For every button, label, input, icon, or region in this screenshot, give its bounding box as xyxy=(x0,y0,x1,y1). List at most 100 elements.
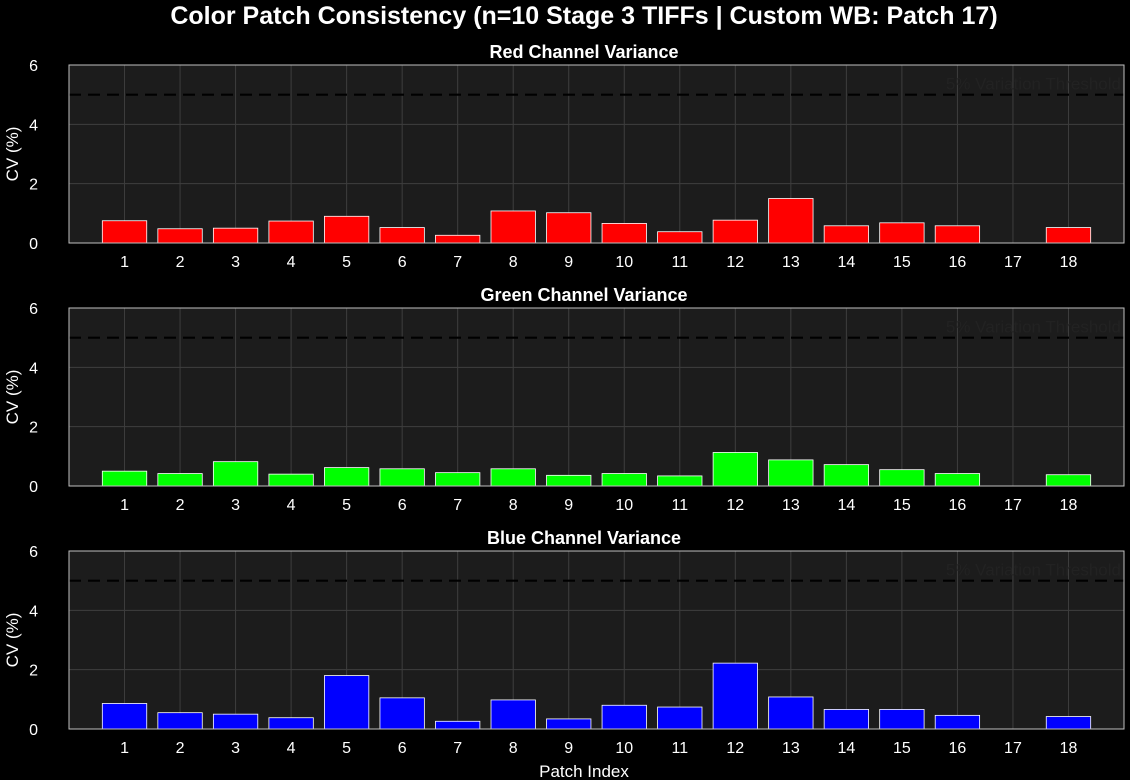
x-tick-label: 16 xyxy=(949,254,967,271)
bar-patch-11 xyxy=(657,475,703,487)
x-tick-label: 16 xyxy=(949,740,967,757)
bar-patch-3 xyxy=(212,713,259,730)
x-tick-label: 11 xyxy=(671,497,688,514)
x-tick-label: 5 xyxy=(342,740,351,757)
bar-patch-1 xyxy=(101,220,148,244)
bar-patch-10 xyxy=(601,223,647,244)
x-tick-label: 18 xyxy=(1060,497,1078,514)
bar-patch-7 xyxy=(435,472,481,487)
x-tick-label: 2 xyxy=(176,497,185,514)
axes-frame xyxy=(68,550,1125,730)
x-tick-label: 8 xyxy=(509,740,518,757)
y-tick-label: 4 xyxy=(29,360,38,377)
bar-patch-2 xyxy=(157,473,203,487)
y-tick-label: 0 xyxy=(29,722,38,739)
bar-patch-7 xyxy=(435,234,481,244)
y-tick-label: 2 xyxy=(29,177,38,194)
bar-patch-4 xyxy=(268,473,314,487)
x-tick-label: 13 xyxy=(782,740,800,757)
bar-patch-6 xyxy=(379,697,425,730)
bar-patch-13 xyxy=(768,198,814,244)
x-tick-label: 14 xyxy=(837,497,855,514)
bar-patch-14 xyxy=(823,464,869,487)
bar-patch-8 xyxy=(490,699,536,730)
bar-patch-8 xyxy=(490,210,536,244)
bar-patch-1 xyxy=(101,703,148,730)
x-tick-label: 4 xyxy=(287,254,296,271)
y-tick-label: 6 xyxy=(29,301,38,318)
bar-patch-9 xyxy=(546,212,592,244)
x-tick-label: 12 xyxy=(726,740,744,757)
panel-title: Blue Channel Variance xyxy=(487,528,681,548)
x-axis-label: Patch Index xyxy=(539,762,629,780)
y-tick-label: 4 xyxy=(29,117,38,134)
bar-patch-18 xyxy=(1045,474,1092,487)
y-tick-label: 4 xyxy=(29,603,38,620)
y-tick-label: 0 xyxy=(29,236,38,253)
x-tick-label: 10 xyxy=(615,740,633,757)
x-tick-label: 10 xyxy=(615,254,633,271)
y-tick-label: 6 xyxy=(29,58,38,75)
x-tick-label: 4 xyxy=(287,740,296,757)
threshold-label: 5% Variation Threshold xyxy=(946,561,1121,580)
x-tick-label: 18 xyxy=(1060,740,1078,757)
bar-patch-16 xyxy=(934,473,981,487)
threshold-label: 5% Variation Threshold xyxy=(946,318,1121,337)
x-tick-label: 2 xyxy=(176,254,185,271)
x-tick-label: 9 xyxy=(564,254,573,271)
x-tick-label: 5 xyxy=(342,497,351,514)
bar-patch-16 xyxy=(934,225,981,244)
figure-title: Color Patch Consistency (n=10 Stage 3 TI… xyxy=(170,2,997,30)
bar-patch-9 xyxy=(546,718,592,730)
x-tick-label: 2 xyxy=(176,740,185,757)
x-tick-label: 7 xyxy=(453,254,462,271)
x-tick-label: 5 xyxy=(342,254,351,271)
bar-patch-18 xyxy=(1045,227,1092,244)
bar-patch-12 xyxy=(712,452,758,487)
bar-patch-10 xyxy=(601,473,647,487)
x-tick-label: 9 xyxy=(564,497,573,514)
x-tick-label: 3 xyxy=(231,254,240,271)
x-tick-label: 7 xyxy=(453,740,462,757)
bar-patch-5 xyxy=(324,215,370,244)
x-tick-label: 3 xyxy=(231,740,240,757)
y-tick-label: 6 xyxy=(29,544,38,561)
bar-patch-4 xyxy=(268,220,314,244)
x-tick-label: 15 xyxy=(893,740,911,757)
x-tick-label: 14 xyxy=(837,254,855,271)
bar-patch-18 xyxy=(1045,716,1092,730)
bar-patch-15 xyxy=(879,469,925,487)
x-tick-label: 11 xyxy=(671,740,688,757)
bar-patch-6 xyxy=(379,468,425,487)
x-tick-label: 1 xyxy=(120,740,129,757)
bar-patch-3 xyxy=(212,461,259,487)
bar-patch-2 xyxy=(157,228,203,244)
bar-patch-7 xyxy=(435,720,481,730)
bar-patch-14 xyxy=(823,225,869,244)
bar-patch-14 xyxy=(823,709,869,730)
y-axis-label: CV (%) xyxy=(3,613,22,668)
x-tick-label: 6 xyxy=(398,254,407,271)
panel-title: Green Channel Variance xyxy=(480,285,687,305)
y-tick-label: 2 xyxy=(29,663,38,680)
x-tick-label: 1 xyxy=(120,254,129,271)
bar-patch-11 xyxy=(657,706,703,730)
bar-patch-12 xyxy=(712,662,758,730)
bar-patch-13 xyxy=(768,459,814,487)
x-tick-label: 12 xyxy=(726,497,744,514)
x-tick-label: 8 xyxy=(509,254,518,271)
bar-patch-9 xyxy=(546,474,592,487)
x-tick-label: 18 xyxy=(1060,254,1078,271)
axes-frame xyxy=(68,307,1125,487)
x-tick-label: 10 xyxy=(615,497,633,514)
axes-frame xyxy=(68,64,1125,244)
bar-patch-2 xyxy=(157,712,203,730)
x-tick-label: 7 xyxy=(453,497,462,514)
x-tick-label: 8 xyxy=(509,497,518,514)
bar-patch-16 xyxy=(934,714,981,730)
x-tick-label: 13 xyxy=(782,254,800,271)
bar-patch-4 xyxy=(268,717,314,730)
